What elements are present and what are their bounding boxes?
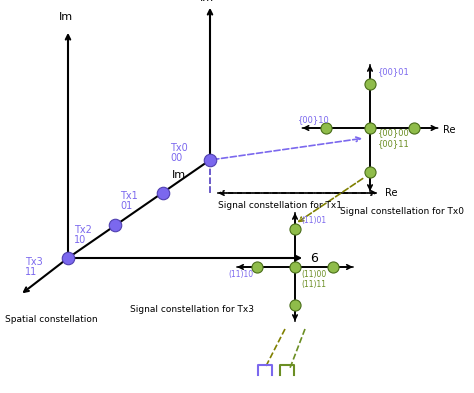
Text: Signal constellation for Tx0: Signal constellation for Tx0 [340,208,464,217]
Text: {00}01: {00}01 [378,68,410,77]
Text: Spatial constellation: Spatial constellation [5,316,98,325]
Text: (11)01: (11)01 [301,217,326,226]
Text: Im: Im [172,170,186,180]
Text: (11)11: (11)11 [301,281,326,290]
Text: Signal constellation for Tx1: Signal constellation for Tx1 [218,202,342,211]
Text: {00}10: {00}10 [298,116,329,125]
Text: 01: 01 [120,201,132,211]
Text: Signal constellation for Tx3: Signal constellation for Tx3 [130,305,254,314]
Text: Tx2: Tx2 [74,225,92,235]
Text: 11: 11 [25,267,37,277]
Text: (11)10: (11)10 [228,270,254,279]
Text: Im: Im [59,12,73,22]
Text: Tx3: Tx3 [25,257,43,267]
Text: Im: Im [200,0,214,3]
Text: {00}00: {00}00 [378,129,410,138]
Text: 00: 00 [170,153,182,163]
Text: {00}11: {00}11 [378,140,410,149]
Text: Tx1: Tx1 [120,191,138,201]
Text: Re: Re [443,125,455,135]
Text: Tx0: Tx0 [170,143,188,153]
Text: 6: 6 [310,252,318,264]
Text: Re: Re [385,188,398,198]
Text: (11)00: (11)00 [301,270,326,279]
Text: 10: 10 [74,235,86,245]
